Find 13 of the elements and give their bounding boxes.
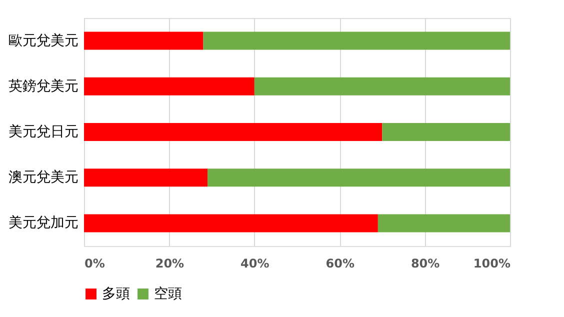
y-tick-label: 澳元兌美元 [8, 170, 78, 186]
x-tick-label: 20% [155, 256, 184, 270]
x-tick-label: 60% [326, 256, 354, 270]
legend-label: 空頭 [154, 286, 182, 302]
y-tick-label: 英鎊兌美元 [8, 78, 78, 94]
y-tick-label: 歐元兌美元 [8, 32, 78, 49]
legend-label: 多頭 [102, 286, 130, 302]
x-tick-label: 40% [240, 256, 270, 270]
y-tick-label: 美元兌日元 [8, 124, 78, 140]
y-tick-label: 美元兌加元 [8, 215, 78, 232]
x-tick-label: 80% [410, 256, 440, 270]
x-tick-label: 100% [473, 256, 510, 270]
x-tick-label: 0% [84, 256, 105, 270]
